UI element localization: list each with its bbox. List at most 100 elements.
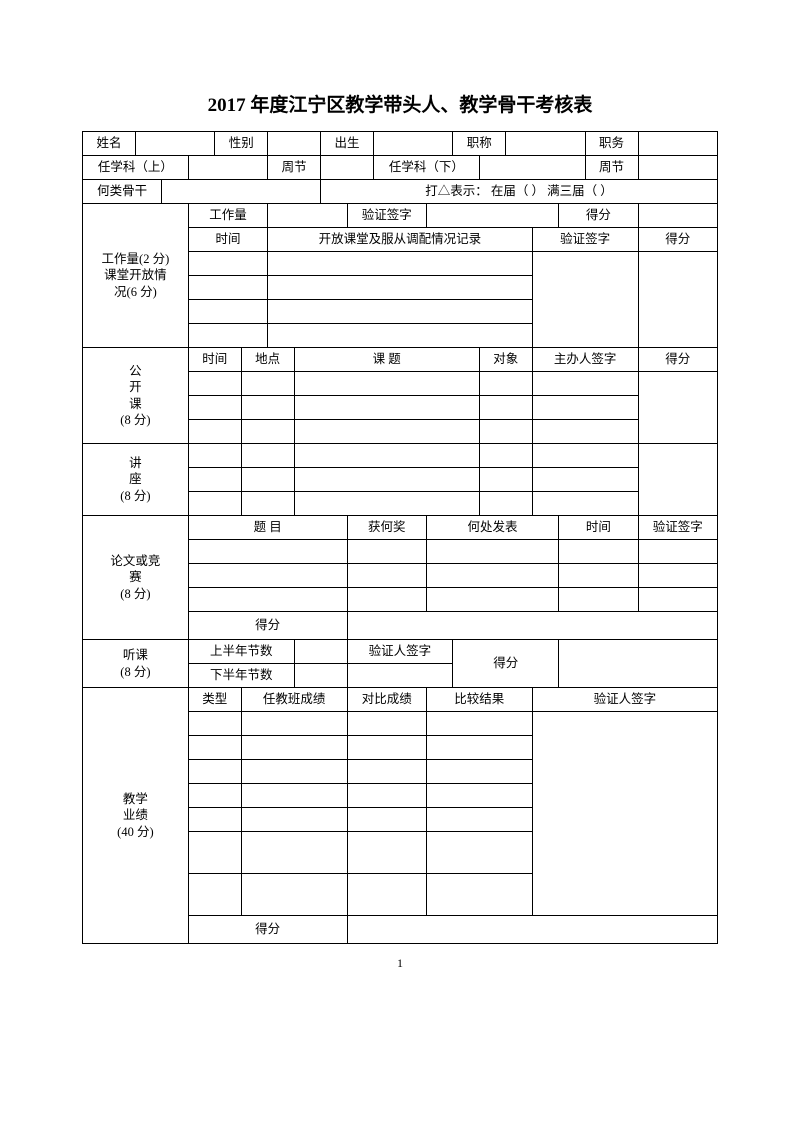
cell (532, 372, 638, 396)
label-award: 获何奖 (347, 516, 426, 540)
label-verify-sign-1: 验证签字 (347, 204, 426, 228)
cell (188, 736, 241, 760)
label-backbone: 何类骨干 (83, 180, 162, 204)
cell (347, 588, 426, 612)
label-title-pro: 职称 (453, 132, 506, 156)
label-periods-down: 周节 (585, 156, 638, 180)
field-backbone (162, 180, 321, 204)
cell (241, 420, 294, 444)
field-periods-down (638, 156, 717, 180)
cell (188, 420, 241, 444)
label-score-6: 得分 (188, 916, 347, 944)
label-target: 对象 (479, 348, 532, 372)
label-mark-note: 打△表示： 在届（ ） 满三届（ ） (321, 180, 718, 204)
cell (188, 324, 267, 348)
label-type: 类型 (188, 688, 241, 712)
label-subject-title: 题 目 (188, 516, 347, 540)
label-workload-section: 工作量(2 分) 课堂开放情 况(6 分) (83, 204, 189, 348)
cell (188, 540, 347, 564)
label-workload: 工作量 (188, 204, 267, 228)
cell (532, 712, 717, 916)
label-compare-result: 比较结果 (426, 688, 532, 712)
cell (638, 372, 717, 444)
cell (188, 252, 267, 276)
field-gender (268, 132, 321, 156)
field-subject-up (188, 156, 267, 180)
label-verifier-sign-1: 验证人签字 (347, 640, 453, 664)
cell (241, 712, 347, 736)
cell (188, 396, 241, 420)
cell (559, 540, 638, 564)
label-compare-score: 对比成绩 (347, 688, 426, 712)
cell (294, 396, 479, 420)
cell (188, 300, 267, 324)
field-score-1 (638, 204, 717, 228)
cell (188, 808, 241, 832)
cell (638, 252, 717, 348)
label-time-2: 时间 (188, 348, 241, 372)
field-subject-down (479, 156, 585, 180)
cell (241, 784, 347, 808)
cell (347, 874, 426, 916)
field-workload (268, 204, 347, 228)
label-topic: 课 题 (294, 348, 479, 372)
label-duty: 职务 (585, 132, 638, 156)
cell (638, 564, 717, 588)
cell (188, 832, 241, 874)
cell (347, 916, 717, 944)
cell (241, 736, 347, 760)
cell (347, 784, 426, 808)
label-gender: 性别 (215, 132, 268, 156)
cell (426, 760, 532, 784)
label-verifier-sign-2: 验证人签字 (532, 688, 717, 712)
cell (559, 588, 638, 612)
label-first-half: 上半年节数 (188, 640, 294, 664)
label-time-1: 时间 (188, 228, 267, 252)
cell (479, 420, 532, 444)
label-location: 地点 (241, 348, 294, 372)
cell (532, 444, 638, 468)
label-score-2: 得分 (638, 228, 717, 252)
cell (294, 664, 347, 688)
cell (241, 832, 347, 874)
cell (294, 420, 479, 444)
cell (294, 444, 479, 468)
cell (268, 300, 533, 324)
cell (294, 372, 479, 396)
cell (241, 444, 294, 468)
cell (559, 640, 718, 688)
cell (241, 492, 294, 516)
cell (188, 372, 241, 396)
cell (347, 564, 426, 588)
label-score-4: 得分 (188, 612, 347, 640)
cell (638, 540, 717, 564)
cell (347, 736, 426, 760)
label-host-sign: 主办人签字 (532, 348, 638, 372)
cell (241, 874, 347, 916)
cell (426, 832, 532, 874)
cell (532, 420, 638, 444)
label-periods-up: 周节 (268, 156, 321, 180)
cell (347, 664, 453, 688)
cell (347, 760, 426, 784)
label-name: 姓名 (83, 132, 136, 156)
label-lecture: 讲 座 (8 分) (83, 444, 189, 516)
cell (294, 640, 347, 664)
label-score-3: 得分 (638, 348, 717, 372)
assessment-form: 姓名 性别 出生 职称 职务 任学科（上） 周节 任学科（下） 周节 何类骨干 … (82, 131, 718, 944)
cell (188, 468, 241, 492)
cell (188, 760, 241, 784)
cell (426, 540, 558, 564)
label-verify-sign-2: 验证签字 (532, 228, 638, 252)
cell (426, 736, 532, 760)
cell (532, 252, 638, 348)
label-verify-sign-3: 验证签字 (638, 516, 717, 540)
cell (294, 468, 479, 492)
label-open-class: 公 开 课 (8 分) (83, 348, 189, 444)
label-score-5: 得分 (453, 640, 559, 688)
cell (638, 588, 717, 612)
cell (479, 492, 532, 516)
label-publish: 何处发表 (426, 516, 558, 540)
label-second-half: 下半年节数 (188, 664, 294, 688)
field-periods-up (321, 156, 374, 180)
